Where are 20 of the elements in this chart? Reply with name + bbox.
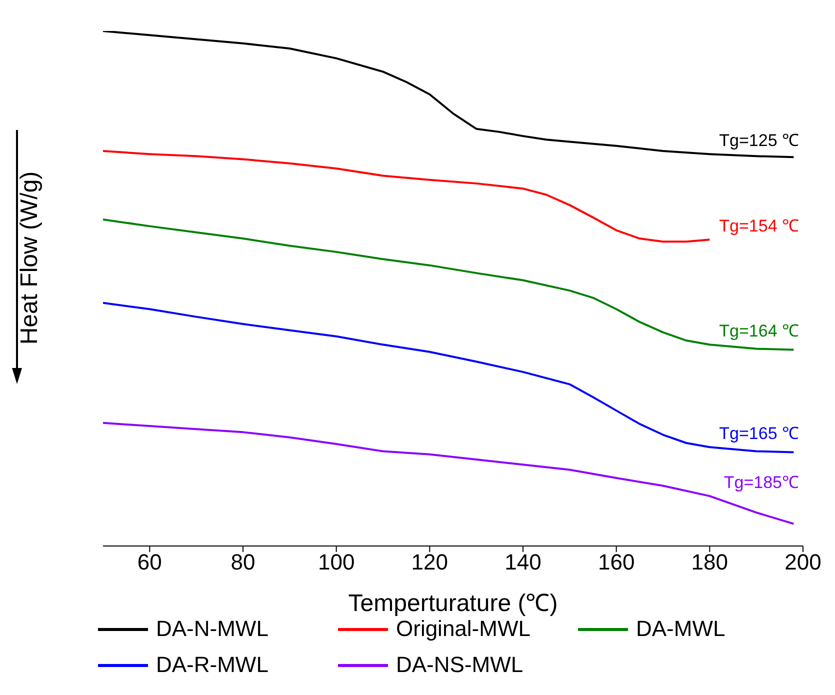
annotation: Tg=154 ℃: [719, 216, 799, 236]
x-tick-label: 200: [784, 550, 822, 575]
x-tick-label: 140: [504, 550, 542, 575]
annotation: Tg=165 ℃: [719, 424, 799, 444]
legend-label: DA-NS-MWL: [396, 651, 524, 679]
annotation: Tg=185℃: [724, 473, 799, 492]
x-tick-label: 180: [691, 550, 728, 575]
x-tick-label: 160: [598, 550, 635, 575]
x-tick-label: 60: [137, 550, 162, 575]
legend-label: Original-MWL: [396, 616, 530, 643]
x-tick-label: 100: [318, 550, 355, 575]
annotation: Tg=164 ℃: [719, 322, 799, 341]
y-axis-title: Heat Flow (W/g): [16, 171, 44, 345]
legend-label: DA-R-MWL: [156, 651, 268, 679]
legend-label: DA-MWL: [636, 615, 726, 643]
legend-label: DA-N-MWL: [156, 615, 268, 643]
x-tick-label: 80: [230, 550, 256, 575]
x-tick-label: 120: [411, 550, 448, 575]
x-axis-title: Temperturature (℃): [348, 590, 558, 617]
annotation: Tg=125 ℃: [719, 131, 799, 150]
